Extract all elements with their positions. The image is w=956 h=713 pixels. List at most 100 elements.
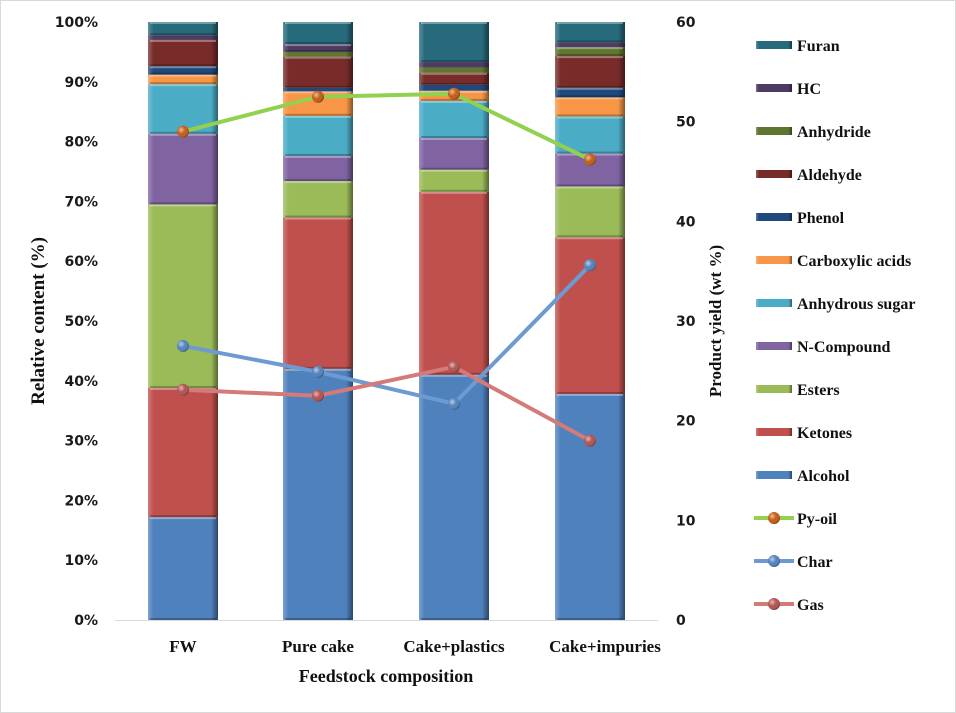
bar-bevel	[419, 62, 489, 68]
bar-bevel	[283, 155, 353, 182]
y2-tick-label: 50	[676, 115, 696, 131]
bar-bevel	[419, 72, 489, 85]
legend-label: Esters	[797, 382, 840, 399]
bar-bevel	[283, 87, 353, 92]
legend-item-anhydride: Anhydride	[756, 124, 871, 141]
bar-highlight	[150, 84, 216, 87]
bar-shadow	[150, 202, 216, 205]
bar-highlight	[150, 22, 216, 24]
y2-tick-label: 0	[676, 613, 686, 629]
y-tick-label: 90%	[64, 75, 98, 91]
bar-highlight	[421, 138, 487, 141]
bar-bevel	[555, 47, 625, 57]
bar-shadow	[421, 189, 487, 192]
marker-shine	[312, 389, 324, 402]
bar-highlight	[285, 44, 351, 47]
legend-swatch-bevel	[756, 385, 792, 393]
y-axis-title: Relative content (%)	[28, 237, 49, 405]
bar-bevel	[283, 51, 353, 57]
x-tick-label: Pure cake	[282, 637, 354, 656]
bar-shadow	[285, 215, 351, 218]
legend-item-furan: Furan	[756, 38, 840, 55]
bar-shadow	[557, 114, 623, 117]
bar-bevel	[419, 138, 489, 170]
bar-bevel	[148, 35, 218, 40]
bar-shadow	[421, 98, 487, 101]
bar-bevel	[283, 22, 353, 45]
marker-shine	[448, 360, 460, 373]
bar-bevel	[555, 97, 625, 117]
y-tick-label: 80%	[64, 135, 98, 151]
x-tick-label: FW	[169, 637, 196, 656]
y-tick-label: 20%	[64, 493, 98, 509]
bar-bevel	[148, 204, 218, 388]
x-tick-label: Cake+plastics	[403, 637, 505, 656]
bar-bevel	[555, 22, 625, 43]
bar-shadow	[557, 151, 623, 154]
legend-label: HC	[797, 81, 821, 98]
bar-highlight	[421, 374, 487, 377]
bar-shadow	[557, 54, 623, 57]
legend-label: Ketones	[797, 425, 852, 442]
marker-shine	[584, 259, 596, 272]
bar-bevel	[283, 56, 353, 88]
bar-highlight	[150, 517, 216, 520]
x-axis-title: Feedstock composition	[299, 666, 474, 686]
bar-highlight	[285, 115, 351, 118]
bar-shadow	[285, 618, 351, 620]
legend-label: Phenol	[797, 210, 845, 227]
y-tick-label: 70%	[64, 194, 98, 210]
legend-swatch-bevel	[756, 471, 792, 479]
legend-label: Furan	[797, 38, 840, 55]
bar-shadow	[150, 72, 216, 75]
y-tick-label: 10%	[64, 553, 98, 569]
bar-bevel	[148, 22, 218, 36]
bar-highlight	[557, 237, 623, 240]
bar-highlight	[557, 56, 623, 59]
bar-shadow	[557, 40, 623, 43]
y2-axis-title: Product yield (wt %)	[706, 245, 725, 397]
bar-bevel	[555, 393, 625, 620]
bar-bevel	[283, 44, 353, 52]
bar-shadow	[421, 618, 487, 620]
line-py-oil	[182, 91, 591, 162]
bar-shadow	[150, 515, 216, 518]
marker-shine	[584, 434, 596, 447]
legend-label: Anhydrous sugar	[797, 296, 915, 313]
legend-item-hc: HC	[756, 81, 821, 98]
bar-shadow	[421, 60, 487, 63]
bar-bevel	[419, 374, 489, 620]
y-tick-label: 40%	[64, 374, 98, 390]
legend-swatch-bevel	[756, 299, 792, 307]
marker-shine	[177, 125, 189, 138]
bar-shadow	[150, 618, 216, 620]
bar-shadow	[285, 113, 351, 116]
bar-highlight	[150, 204, 216, 207]
bar-shadow	[285, 49, 351, 52]
bar-shadow	[285, 42, 351, 45]
legend-label: N-Compound	[797, 339, 890, 356]
legend-swatch-bevel	[756, 170, 792, 178]
legend-swatch-bevel	[756, 84, 792, 92]
bar-bevel	[419, 67, 489, 73]
y-tick-label: 50%	[64, 314, 98, 330]
bar-bevel	[148, 517, 218, 620]
legend-label: Aldehyde	[797, 167, 862, 184]
bar-bevel	[555, 56, 625, 88]
bar-highlight	[557, 87, 623, 90]
line-gas	[182, 364, 591, 443]
y-tick-label: 30%	[64, 434, 98, 450]
bar-bevel	[148, 133, 218, 205]
marker-shine	[448, 87, 460, 100]
bar-bevel	[419, 169, 489, 192]
bar-bevel	[555, 186, 625, 238]
legend-item-char: Char	[754, 554, 833, 571]
bar-bevel	[148, 74, 218, 85]
y2-tick-label: 40	[676, 214, 696, 230]
bar-highlight	[557, 116, 623, 119]
bar-bevel	[148, 39, 218, 67]
legend-marker-shine	[768, 598, 780, 610]
bar-highlight	[421, 72, 487, 75]
legend-item-gas: Gas	[754, 597, 824, 614]
